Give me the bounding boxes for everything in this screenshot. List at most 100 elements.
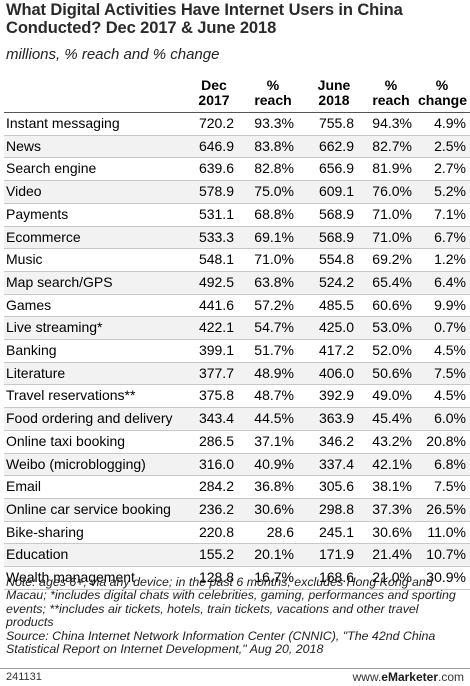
june-2018-value: 337.4 (294, 453, 354, 477)
row-label: Bike-sharing (4, 521, 184, 545)
row-label: Banking (4, 339, 184, 363)
percent-change: 30.9% (412, 566, 470, 590)
june-2018-reach: 76.0% (354, 180, 412, 204)
row-label: Payments (4, 203, 184, 227)
dec-2017-reach: 28.6 (234, 521, 294, 545)
june-2018-reach: 60.6% (354, 294, 412, 318)
table-row: Games 441.6 57.2% 485.5 60.6% 9.9% (4, 294, 470, 318)
dec-2017-value: 343.4 (184, 407, 234, 431)
dec-2017-reach: 36.8% (234, 475, 294, 499)
june-2018-value: 568.9 (294, 203, 354, 227)
june-2018-reach: 69.2% (354, 248, 412, 272)
row-label: Literature (4, 362, 184, 386)
column-header: % reach (354, 72, 412, 113)
june-2018-reach: 42.1% (354, 453, 412, 477)
dec-2017-value: 646.9 (184, 135, 234, 159)
table-row: Video 578.9 75.0% 609.1 76.0% 5.2% (4, 180, 470, 204)
table-row: Email 284.2 36.8% 305.6 38.1% 7.5% (4, 475, 470, 499)
chart-subtitle: millions, % reach and % change (6, 46, 220, 63)
june-2018-reach: 71.0% (354, 226, 412, 250)
row-label: Live streaming* (4, 316, 184, 341)
table-header-row: Dec 2017 % reach June 2018 % reach % change (4, 72, 470, 113)
dec-2017-reach: 71.0% (234, 248, 294, 272)
dec-2017-reach: 16.7% (234, 566, 294, 590)
table-row: Search engine 639.6 82.8% 656.9 81.9% 2.7% (4, 157, 470, 182)
percent-change: 6.8% (412, 453, 470, 477)
chart-title: What Digital Activities Have Internet Us… (6, 1, 403, 37)
june-2018-value: 554.8 (294, 248, 354, 272)
dec-2017-value: 377.7 (184, 362, 234, 386)
row-label: Instant messaging (4, 112, 184, 136)
dec-2017-value: 639.6 (184, 157, 234, 182)
june-2018-value: 485.5 (294, 294, 354, 318)
june-2018-reach: 49.0% (354, 384, 412, 409)
percent-change: 6.7% (412, 226, 470, 250)
june-2018-reach: 94.3% (354, 112, 412, 136)
june-2018-reach: 82.7% (354, 135, 412, 159)
table-row: Online taxi booking 286.5 37.1% 346.2 43.2% 2… (4, 430, 470, 454)
june-2018-value: 305.6 (294, 475, 354, 499)
dec-2017-reach: 63.8% (234, 271, 294, 295)
percent-change: 4.5% (412, 339, 470, 363)
june-2018-value: 406.0 (294, 362, 354, 386)
chart-id: 241131 (6, 671, 42, 683)
june-2018-value: 568.9 (294, 226, 354, 250)
percent-change: 7.5% (412, 475, 470, 499)
dec-2017-value: 548.1 (184, 248, 234, 272)
row-label: Music (4, 248, 184, 272)
june-2018-value: 245.1 (294, 521, 354, 545)
dec-2017-value: 284.2 (184, 475, 234, 499)
footnote-text: Note: ages 6+; via any device; in the pa… (6, 575, 456, 630)
row-label: Video (4, 180, 184, 204)
percent-change: 2.5% (412, 135, 470, 159)
percent-change: 5.2% (412, 180, 470, 204)
dec-2017-value: 492.5 (184, 271, 234, 295)
row-label: Search engine (4, 157, 184, 182)
table-row: Food ordering and delivery 343.4 44.5% 363.… (4, 407, 470, 431)
june-2018-reach: 21.4% (354, 543, 412, 568)
percent-change: 4.5% (412, 384, 470, 409)
table-row: Ecommerce 533.3 69.1% 568.9 71.0% 6.7% (4, 226, 470, 250)
dec-2017-value: 422.1 (184, 316, 234, 341)
notes-block: Note: ages 6+; via any device; in the pa… (6, 575, 466, 656)
june-2018-value: 524.2 (294, 271, 354, 295)
row-label: News (4, 135, 184, 159)
dec-2017-value: 578.9 (184, 180, 234, 204)
column-header-label: June 2018 (317, 77, 351, 108)
dec-2017-value: 286.5 (184, 430, 234, 454)
dec-2017-reach: 40.9% (234, 453, 294, 477)
june-2018-value: 417.2 (294, 339, 354, 363)
table-row: Travel reservations** 375.8 48.7% 392.9 49.0… (4, 384, 470, 409)
june-2018-value: 298.8 (294, 498, 354, 522)
brand-logo: www.eMarketer.com (353, 670, 464, 684)
june-2018-reach: 45.4% (354, 407, 412, 431)
table-row: Payments 531.1 68.8% 568.9 71.0% 7.1% (4, 203, 470, 227)
june-2018-value: 168.6 (294, 566, 354, 590)
june-2018-value: 363.9 (294, 407, 354, 431)
dec-2017-value: 399.1 (184, 339, 234, 363)
percent-change: 6.4% (412, 271, 470, 295)
table-row: Online car service booking 236.2 30.6% 298.… (4, 498, 470, 522)
june-2018-reach: 37.3% (354, 498, 412, 522)
june-2018-reach: 50.6% (354, 362, 412, 386)
row-label: Map search/GPS (4, 271, 184, 295)
percent-change: 4.9% (412, 112, 470, 136)
percent-change: 2.7% (412, 157, 470, 182)
column-header-label: % change (418, 77, 468, 108)
dec-2017-reach: 48.7% (234, 384, 294, 409)
june-2018-reach: 53.0% (354, 316, 412, 341)
column-header (4, 72, 184, 113)
table-row: Education 155.2 20.1% 171.9 21.4% 10.7% (4, 543, 470, 568)
dec-2017-reach: 54.7% (234, 316, 294, 341)
dec-2017-value: 128.8 (184, 566, 234, 590)
dec-2017-reach: 44.5% (234, 407, 294, 431)
dec-2017-reach: 48.9% (234, 362, 294, 386)
column-header: June 2018 (294, 72, 354, 113)
june-2018-reach: 43.2% (354, 430, 412, 454)
column-header-label: % reach (254, 77, 292, 108)
column-header: Dec 2017 (184, 72, 234, 113)
dec-2017-value: 236.2 (184, 498, 234, 522)
june-2018-value: 656.9 (294, 157, 354, 182)
june-2018-reach: 71.0% (354, 203, 412, 227)
june-2018-value: 346.2 (294, 430, 354, 454)
